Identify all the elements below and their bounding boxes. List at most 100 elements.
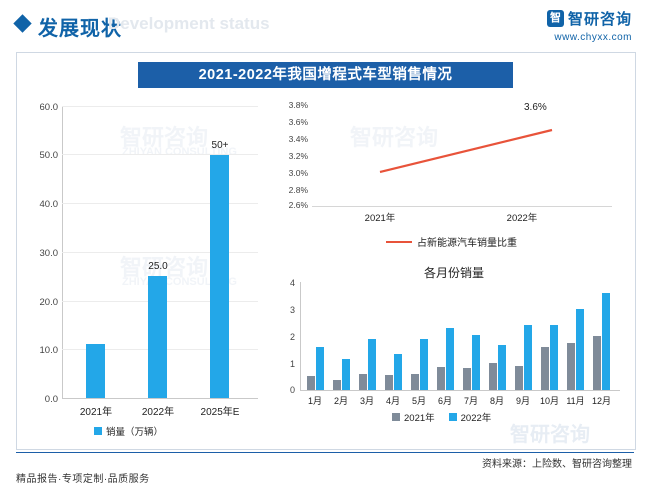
y-tick-label: 1 bbox=[289, 359, 295, 369]
bar-2022-m8 bbox=[498, 345, 506, 390]
bar-2022-m12 bbox=[602, 293, 610, 390]
gridline bbox=[62, 252, 258, 253]
x-axis-line bbox=[62, 398, 258, 399]
bar-2021-m12 bbox=[593, 336, 601, 390]
page-header: 发展现状 Development status 智 智研咨询 www.chyxx… bbox=[0, 0, 650, 48]
bar-2021-m7 bbox=[463, 368, 471, 390]
bar-value-label-2025e: 50+ bbox=[211, 140, 229, 151]
legend-label: 销量（万辆） bbox=[106, 427, 164, 438]
gridline bbox=[62, 203, 258, 204]
x-tick-label-2025e: 2025年E bbox=[200, 407, 240, 418]
gridline bbox=[62, 106, 258, 107]
y-tick-label: 3.6% bbox=[288, 117, 308, 127]
y-tick-label: 3.0% bbox=[288, 168, 308, 178]
data-label-2022-share: 3.6% bbox=[524, 102, 547, 113]
x-tick-label-m8: 8月 bbox=[489, 396, 504, 406]
brand-name: 智研咨询 bbox=[567, 11, 632, 28]
legend-monthly-sales: 2021年 2022年 bbox=[392, 410, 491, 424]
bar-2022-m9 bbox=[524, 325, 532, 390]
y-tick-label: 4 bbox=[289, 278, 295, 288]
page-title: 发展现状 bbox=[38, 18, 122, 40]
bar-2021-m10 bbox=[541, 347, 549, 390]
source-note: 资料来源：上险数、智研咨询整理 bbox=[482, 459, 632, 470]
monthly-chart-title: 各月份销量 bbox=[423, 266, 484, 280]
x-tick-label-m12: 12月 bbox=[591, 396, 611, 406]
chart-card bbox=[16, 52, 636, 450]
x-tick-label-m2: 2月 bbox=[333, 396, 348, 406]
bar-2021-m1 bbox=[307, 376, 315, 390]
bar-2021-m9 bbox=[515, 366, 523, 390]
monthly-sales-bar-chart: 各月份销量 4 3 2 1 0 1月 2月 3月 4月 5月 6月 7月 8月 … bbox=[280, 264, 628, 428]
footer-divider bbox=[16, 452, 634, 453]
share-line-chart: 3.8% 3.6% 3.4% 3.2% 3.0% 2.8% 2.6% 3.6% … bbox=[280, 96, 628, 249]
bar-2022-m7 bbox=[472, 335, 480, 390]
legend-label: 2021年 bbox=[404, 413, 435, 424]
bar-2021-m11 bbox=[567, 343, 575, 390]
legend-swatch-icon bbox=[392, 413, 400, 421]
bar-2022-m1 bbox=[316, 347, 324, 390]
y-tick-label: 0 bbox=[289, 385, 295, 395]
y-tick-label: 0.0 bbox=[44, 394, 58, 405]
legend-annual-sales: 销量（万辆） bbox=[94, 424, 163, 438]
y-tick-label: 50.0 bbox=[39, 150, 59, 161]
y-tick-label: 3.4% bbox=[288, 134, 308, 144]
y-tick-label: 2.8% bbox=[288, 185, 308, 195]
y-tick-label: 30.0 bbox=[39, 248, 59, 259]
x-tick-label-m1: 1月 bbox=[307, 396, 322, 406]
bar-2022-m3 bbox=[368, 339, 376, 390]
line-plot-area bbox=[312, 102, 612, 206]
bar-2022-m10 bbox=[550, 325, 558, 390]
bar-2022-m4 bbox=[394, 354, 402, 390]
y-tick-label: 3.2% bbox=[288, 151, 308, 161]
annual-sales-bar-chart: 0.0 10.0 20.0 30.0 40.0 50.0 60.0 25.0 5… bbox=[24, 98, 264, 438]
x-tick-label-2021: 2021年 bbox=[364, 213, 396, 224]
x-tick-label-m4: 4月 bbox=[385, 396, 400, 406]
bar-2022-m2 bbox=[342, 359, 350, 390]
legend-share-line: 占新能源汽车销量比重 bbox=[386, 234, 517, 249]
x-tick-label-m6: 6月 bbox=[437, 396, 452, 406]
x-tick-label-2022: 2022年 bbox=[506, 213, 538, 224]
bar-2022 bbox=[148, 276, 167, 398]
bar-2025e bbox=[210, 155, 229, 398]
bar-2021-m8 bbox=[489, 363, 497, 390]
x-axis-line bbox=[300, 390, 620, 391]
watermark-brand-large: 智研咨询 bbox=[510, 424, 590, 446]
x-tick-label-m9: 9月 bbox=[515, 396, 530, 406]
x-tick-label-m3: 3月 bbox=[359, 396, 374, 406]
x-tick-label-m11: 11月 bbox=[566, 396, 585, 406]
y-tick-label: 3.8% bbox=[288, 100, 308, 110]
legend-item-2021: 2021年 bbox=[392, 410, 435, 424]
bar-2021-m4 bbox=[385, 375, 393, 390]
legend-swatch-icon bbox=[94, 427, 102, 435]
bar-2021-m6 bbox=[437, 367, 445, 390]
y-tick-label: 40.0 bbox=[39, 199, 59, 210]
bar-2021-m3 bbox=[359, 374, 367, 390]
bar-2022-m11 bbox=[576, 309, 584, 390]
share-line-series bbox=[379, 128, 553, 174]
chart-card-title: 2021-2022年我国增程式车型销售情况 bbox=[138, 62, 513, 88]
x-tick-label-2022: 2022年 bbox=[141, 407, 175, 418]
y-tick-label: 60.0 bbox=[39, 102, 59, 113]
y-tick-label: 20.0 bbox=[39, 297, 59, 308]
x-tick-label-m7: 7月 bbox=[463, 396, 478, 406]
y-tick-label: 2 bbox=[289, 332, 295, 342]
x-tick-label-m5: 5月 bbox=[411, 396, 426, 406]
y-tick-label: 10.0 bbox=[39, 345, 59, 356]
bar-2022-m5 bbox=[420, 339, 428, 390]
y-tick-label: 3 bbox=[289, 305, 295, 315]
legend-swatch-icon bbox=[448, 413, 457, 421]
y-axis-line bbox=[300, 282, 301, 390]
bar-2021 bbox=[86, 344, 105, 398]
y-tick-label: 2.6% bbox=[288, 200, 308, 210]
diamond-icon bbox=[13, 14, 32, 33]
legend-label: 2022年 bbox=[460, 413, 492, 424]
legend-line-icon bbox=[386, 240, 412, 243]
gridline bbox=[62, 154, 258, 155]
bar-2021-m5 bbox=[411, 374, 419, 390]
x-axis-line bbox=[312, 206, 612, 207]
x-tick-label-m10: 10月 bbox=[539, 396, 559, 406]
brand-url: www.chyxx.com bbox=[554, 32, 632, 43]
x-tick-label-2021: 2021年 bbox=[79, 407, 113, 418]
brand-mark-icon: 智 bbox=[546, 10, 564, 27]
footer-tagline: 精品报告·专项定制·品质服务 bbox=[16, 474, 150, 485]
